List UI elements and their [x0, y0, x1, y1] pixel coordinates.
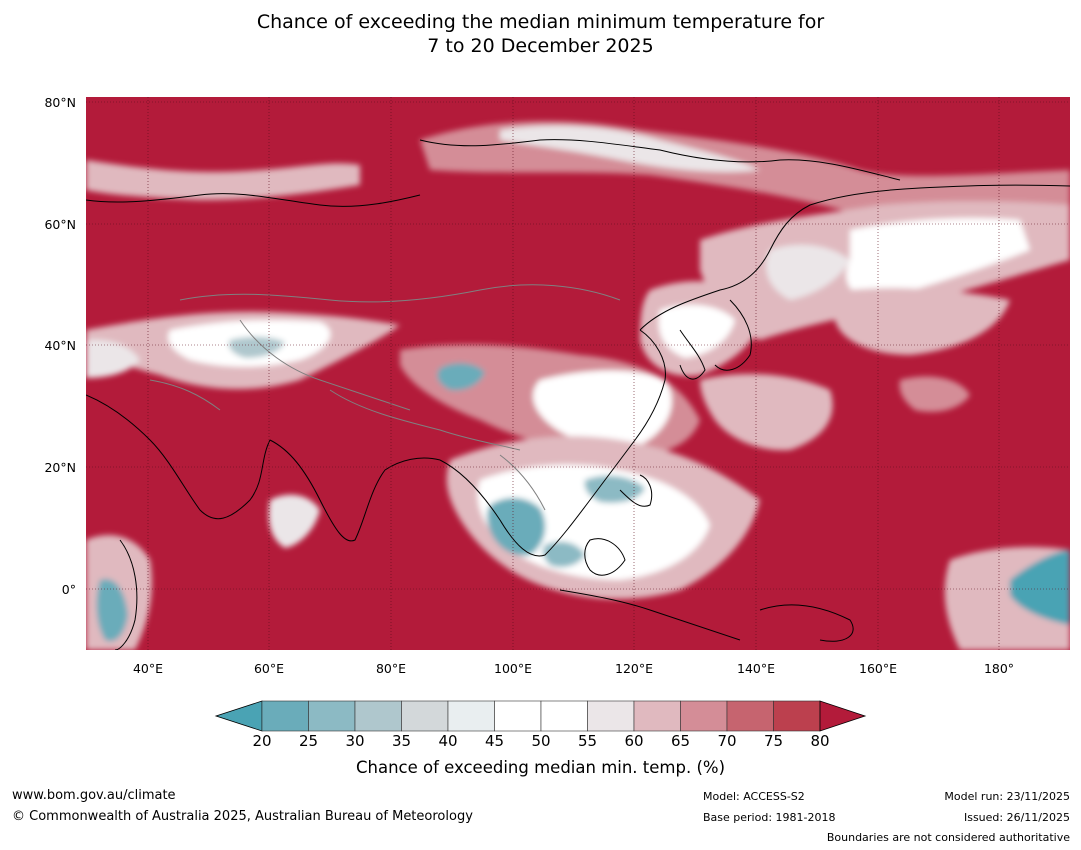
patch-bay-bengal [268, 494, 320, 548]
map-title: Chance of exceeding the median minimum t… [0, 10, 1081, 58]
colorbar-segment [726, 700, 774, 732]
colorbar-tick-label: 75 [763, 732, 784, 750]
lon-label-140e: 140°E [736, 661, 776, 676]
copyright: © Commonwealth of Australia 2025, Austra… [12, 809, 473, 824]
title-line-1: Chance of exceeding the median minimum t… [256, 11, 825, 33]
lon-label-40e: 40°E [132, 661, 164, 676]
colorbar-segment [494, 700, 542, 732]
lon-label-60e: 60°E [253, 661, 285, 676]
patch-north-siberia-light [500, 125, 760, 172]
patch-se-pacific-blue [1010, 550, 1070, 625]
patch-northeast-asia-white [846, 218, 1030, 300]
patch-west-edge [86, 339, 140, 378]
colorbar-tick-label: 30 [345, 732, 365, 750]
lat-label-60n: 60°N [44, 217, 76, 232]
colorbar-tick-label: 45 [484, 732, 505, 750]
patch-central-asia-blue [228, 336, 285, 358]
colorbar-tick-label: 65 [670, 732, 691, 750]
colorbar-segment [308, 700, 356, 732]
patch-borneo-blue [542, 541, 585, 568]
colorbar-tick-label: 55 [577, 732, 598, 750]
colorbar-tick-label: 70 [717, 732, 737, 750]
patch-japan-white [658, 304, 735, 358]
colorbar-tick-label: 35 [391, 732, 412, 750]
colorbar-tick-label: 40 [438, 732, 458, 750]
source-url: www.bom.gov.au/climate [12, 788, 176, 803]
colorbar-tick-label: 60 [624, 732, 644, 750]
colorbar-segments [214, 700, 867, 732]
colorbar-segment [773, 700, 821, 732]
lat-label-20n: 20°N [44, 460, 76, 475]
lon-label-160e: 160°E [858, 661, 898, 676]
colorbar-segment [587, 700, 635, 732]
base-period: Base period: 1981-2018 [703, 811, 836, 824]
colorbar-extend-low [214, 700, 263, 732]
colorbar-segment [261, 700, 309, 732]
patch-scs-blue [584, 475, 645, 503]
boundaries-note: Boundaries are not considered authoritat… [826, 831, 1070, 844]
colorbar-extend-high [819, 700, 867, 732]
patch-central-pacific [899, 376, 970, 412]
colorbar-segment [540, 700, 588, 732]
patch-east-africa-blue [96, 579, 128, 642]
lon-label-120e: 120°E [614, 661, 654, 676]
patch-pacific-ne [835, 288, 1010, 355]
colorbar-tick-label: 80 [810, 732, 830, 750]
gridlines [86, 97, 1070, 650]
probability-patches [86, 121, 1070, 650]
colorbar-segment [633, 700, 681, 732]
issued-date: Issued: 26/11/2025 [963, 811, 1070, 824]
coastlines [86, 139, 1070, 650]
borders [149, 284, 621, 511]
probability-map [86, 97, 1070, 650]
colorbar-tick-label: 50 [531, 732, 551, 750]
lon-label-80e: 80°E [375, 661, 407, 676]
lat-label-40n: 40°N [44, 338, 76, 353]
patch-indochina-blue [487, 497, 546, 556]
colorbar-segment [354, 700, 402, 732]
colorbar-tick-label: 20 [252, 732, 272, 750]
colorbar-segment [447, 700, 495, 732]
patch-arctic-edge [86, 160, 360, 200]
patch-philippine-sea [700, 374, 833, 451]
colorbar-segment [680, 700, 728, 732]
colorbar-label: Chance of exceeding median min. temp. (%… [355, 758, 726, 777]
lat-label-80n: 80°N [44, 95, 76, 110]
title-line-2: 7 to 20 December 2025 [427, 35, 654, 57]
model-name: Model: ACCESS-S2 [703, 790, 805, 803]
lon-label-180: 180° [983, 661, 1015, 676]
lon-label-100e: 100°E [493, 661, 533, 676]
patch-tibet-blue [437, 363, 485, 391]
lat-label-0: 0° [61, 582, 76, 597]
colorbar-tick-label: 25 [298, 732, 319, 750]
patch-china-light [533, 370, 672, 447]
patch-kamchatka-light [766, 244, 850, 300]
colorbar-segment [401, 700, 449, 732]
model-run: Model run: 23/11/2025 [944, 790, 1070, 803]
